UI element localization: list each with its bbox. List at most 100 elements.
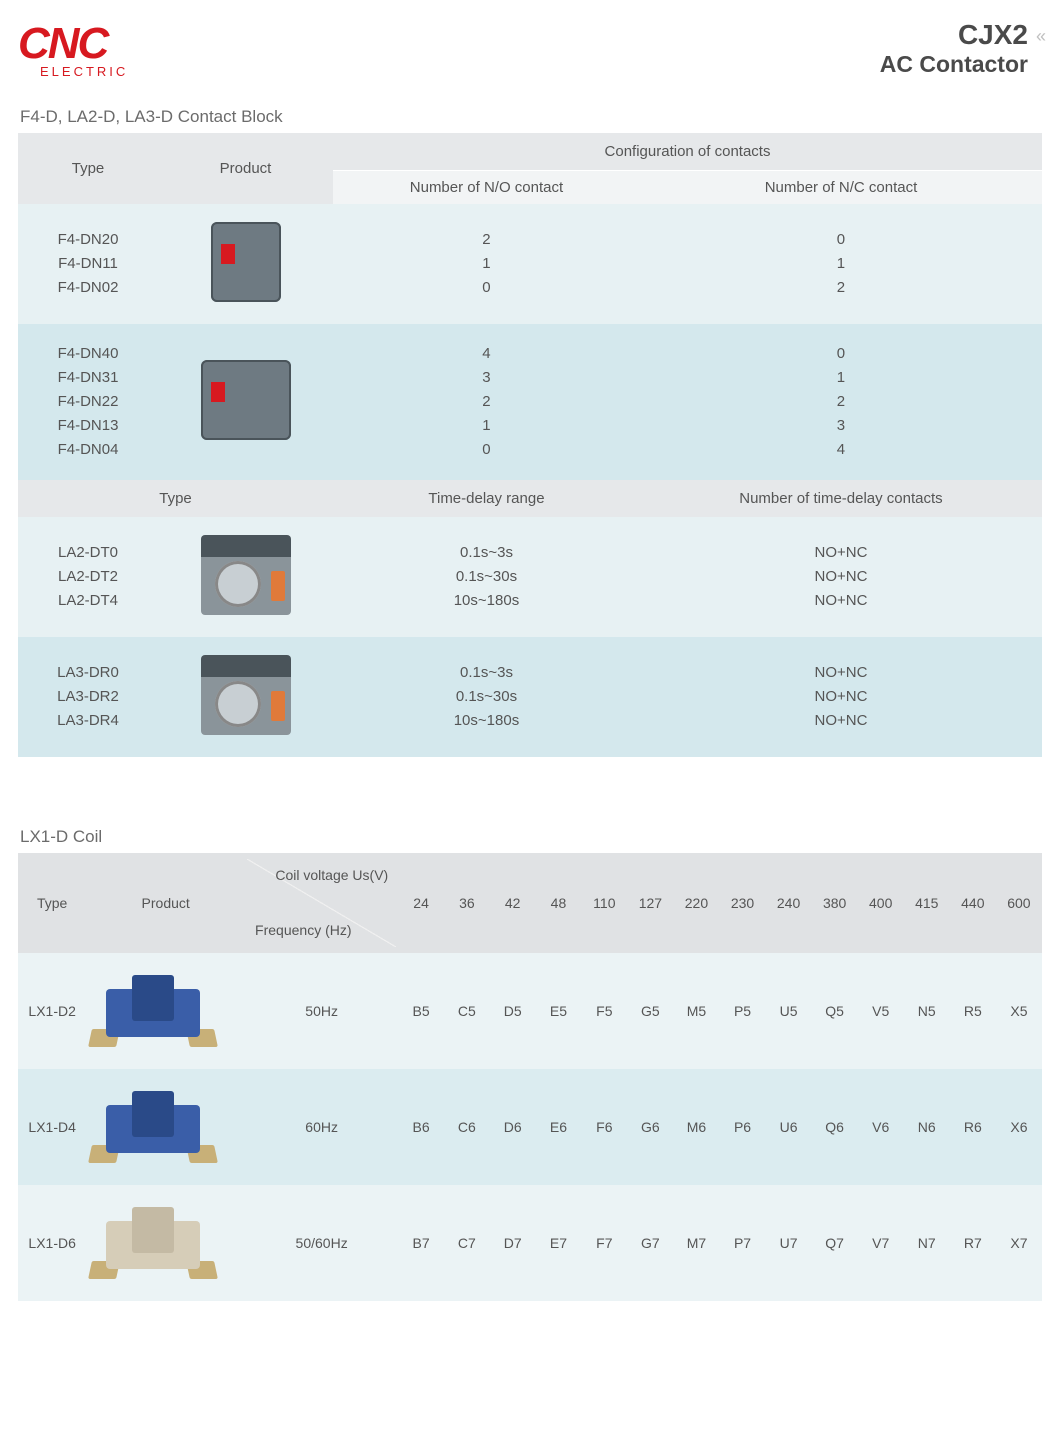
coil-code: R6 (950, 1069, 996, 1185)
contacts-cell: NO+NCNO+NCNO+NC (646, 661, 1036, 733)
coil-code: V6 (858, 1069, 904, 1185)
product-image-icon (86, 1185, 245, 1301)
product-image-icon (86, 1069, 245, 1185)
coil-code: R7 (950, 1185, 996, 1301)
range-cell: 0.1s~3s0.1s~30s10s~180s (339, 541, 634, 613)
contacts-cell: NO+NCNO+NCNO+NC (646, 541, 1036, 613)
type-cell: LA3-DR0LA3-DR2LA3-DR4 (24, 661, 152, 733)
coil-code: D6 (490, 1069, 536, 1185)
page-arrows-icon: « (1036, 20, 1042, 47)
voltage-header: 440 (950, 853, 996, 953)
voltage-header: 110 (581, 853, 627, 953)
coil-code: F7 (581, 1185, 627, 1301)
product-image-icon (201, 535, 291, 615)
diag-freq: Frequency (Hz) (255, 922, 351, 939)
table-row: F4-DN40F4-DN31F4-DN22F4-DN13F4-DN04 4321… (18, 324, 1042, 480)
brand-main: CNC (18, 24, 128, 64)
coil-code: N6 (904, 1069, 950, 1185)
voltage-header: 127 (627, 853, 673, 953)
coil-code: X6 (996, 1069, 1042, 1185)
col-product: Product (158, 133, 333, 204)
col-type: Type (18, 480, 333, 517)
coil-code: P5 (719, 953, 765, 1069)
coil-code: G6 (627, 1069, 673, 1185)
voltage-header: 48 (536, 853, 582, 953)
col2-product: Product (86, 853, 245, 953)
col-config: Configuration of contacts (333, 133, 1042, 171)
voltage-header: 415 (904, 853, 950, 953)
coil-code: Q7 (812, 1185, 858, 1301)
table-row: F4-DN20F4-DN11F4-DN02 210 012 (18, 204, 1042, 324)
coil-type: LX1-D2 (18, 953, 86, 1069)
coil-code: U7 (766, 1185, 812, 1301)
coil-code: C7 (444, 1185, 490, 1301)
coil-code: V5 (858, 953, 904, 1069)
coil-code: U6 (766, 1069, 812, 1185)
table-row: LX1-D4 60HzB6C6D6E6F6G6M6P6U6Q6V6N6R6X6 (18, 1069, 1042, 1185)
coil-table: Type Product Coil voltage Us(V) Frequenc… (18, 853, 1042, 1301)
table-row: LX1-D250HzB5C5D5E5F5G5M5P5U5Q5V5N5R5X5 (18, 953, 1042, 1069)
col-delay-range: Time-delay range (333, 480, 640, 517)
coil-code: E7 (536, 1185, 582, 1301)
title-line1: CJX2 (880, 20, 1028, 51)
coil-code: P6 (719, 1069, 765, 1185)
type-cell: LA2-DT0LA2-DT2LA2-DT4 (24, 541, 152, 613)
voltage-header: 380 (812, 853, 858, 953)
no-cell: 43210 (339, 342, 634, 462)
coil-code: N7 (904, 1185, 950, 1301)
section2-title: LX1-D Coil (20, 827, 1042, 847)
coil-code: P7 (719, 1185, 765, 1301)
voltage-header: 240 (766, 853, 812, 953)
coil-code: E6 (536, 1069, 582, 1185)
coil-code: D7 (490, 1185, 536, 1301)
nc-cell: 012 (646, 228, 1036, 300)
coil-code: X7 (996, 1185, 1042, 1301)
coil-code: U5 (766, 953, 812, 1069)
product-image-icon (211, 222, 281, 302)
coil-freq: 60Hz (245, 1069, 398, 1185)
type-cell: F4-DN20F4-DN11F4-DN02 (24, 228, 152, 300)
nc-cell: 01234 (646, 342, 1036, 462)
coil-type: LX1-D6 (18, 1185, 86, 1301)
coil-code: M6 (673, 1069, 719, 1185)
coil-code: C6 (444, 1069, 490, 1185)
col-type: Type (18, 133, 158, 204)
voltage-header: 600 (996, 853, 1042, 953)
type-cell: F4-DN40F4-DN31F4-DN22F4-DN13F4-DN04 (24, 342, 152, 462)
table-row: LA3-DR0LA3-DR2LA3-DR4 0.1s~3s0.1s~30s10s… (18, 637, 1042, 757)
table-row: LA2-DT0LA2-DT2LA2-DT4 0.1s~3s0.1s~30s10s… (18, 517, 1042, 637)
coil-code: C5 (444, 953, 490, 1069)
contact-block-table: Type Product Configuration of contacts N… (18, 133, 1042, 757)
col-nc: Number of N/C contact (640, 170, 1042, 204)
coil-type: LX1-D4 (18, 1069, 86, 1185)
coil-freq: 50Hz (245, 953, 398, 1069)
coil-code: F6 (581, 1069, 627, 1185)
coil-freq: 50/60Hz (245, 1185, 398, 1301)
coil-code: B6 (398, 1069, 444, 1185)
voltage-header: 24 (398, 853, 444, 953)
product-image-icon (86, 953, 245, 1069)
coil-code: E5 (536, 953, 582, 1069)
title-line2: AC Contactor (880, 51, 1028, 78)
coil-code: B7 (398, 1185, 444, 1301)
product-image-icon (201, 655, 291, 735)
section1-title: F4-D, LA2-D, LA3-D Contact Block (20, 107, 1042, 127)
voltage-header: 220 (673, 853, 719, 953)
coil-code: V7 (858, 1185, 904, 1301)
coil-code: G5 (627, 953, 673, 1069)
range-cell: 0.1s~3s0.1s~30s10s~180s (339, 661, 634, 733)
coil-code: M7 (673, 1185, 719, 1301)
coil-code: Q6 (812, 1069, 858, 1185)
page-title-block: CJX2 AC Contactor (880, 20, 1028, 78)
brand-sub: ELECTRIC (40, 64, 128, 79)
table-row: LX1-D650/60HzB7C7D7E7F7G7M7P7U7Q7V7N7R7X… (18, 1185, 1042, 1301)
coil-code: B5 (398, 953, 444, 1069)
coil-code: Q5 (812, 953, 858, 1069)
col2-diag: Coil voltage Us(V) Frequency (Hz) (245, 853, 398, 953)
coil-code: X5 (996, 953, 1042, 1069)
col2-type: Type (18, 853, 86, 953)
page-header: CNC ELECTRIC CJX2 AC Contactor « (18, 20, 1042, 79)
product-image-icon (201, 360, 291, 440)
coil-code: M5 (673, 953, 719, 1069)
coil-code: N5 (904, 953, 950, 1069)
